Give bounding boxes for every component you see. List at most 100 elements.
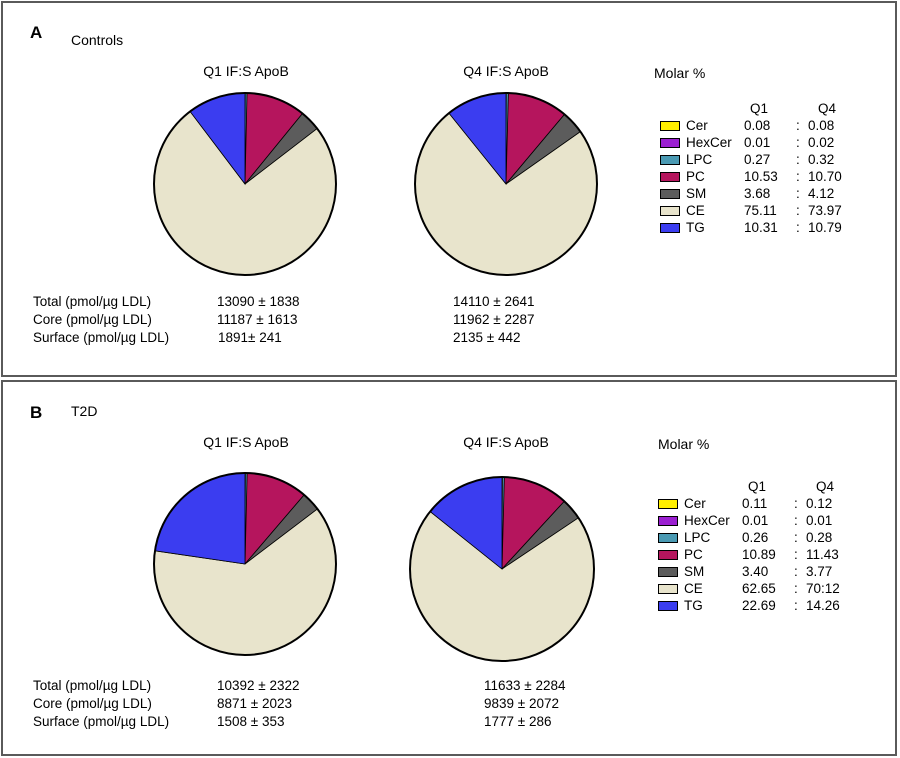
legend-separator: : [794, 547, 798, 562]
pie-chart-q1 [153, 472, 337, 656]
stat-q1-surface: 1891± 241 [218, 330, 282, 345]
legend-name: Cer [686, 118, 708, 133]
pie-outline [153, 472, 337, 656]
legend-value-q1: 0.27 [744, 152, 771, 167]
stat-q4-surface: 1777 ± 286 [484, 714, 552, 729]
stat-q4-surface: 2135 ± 442 [453, 330, 521, 345]
legend-value-q4: 0.08 [808, 118, 835, 133]
legend-separator: : [796, 220, 800, 235]
legend-value-q1: 3.40 [742, 564, 769, 579]
legend-value-q4: 10.79 [808, 220, 842, 235]
legend-value-q1: 10.53 [744, 169, 778, 184]
legend-item-sm: SM 3.68:4.12 [660, 186, 850, 203]
legend-item-tg: TG 10.31:10.79 [660, 220, 850, 237]
pie-title-q4: Q4 IF:S ApoB [463, 63, 549, 79]
stat-q4-total: 14110 ± 2641 [453, 294, 535, 309]
legend-name: TG [684, 598, 703, 613]
legend-swatch [660, 121, 680, 131]
legend-item-cer: Cer 0.11:0.12 [658, 496, 848, 513]
pie-title-q1: Q1 IF:S ApoB [203, 63, 289, 79]
legend-swatch [660, 206, 680, 216]
group-label: Controls [71, 32, 124, 48]
legend-separator: : [796, 118, 800, 133]
legend-name: SM [686, 186, 707, 201]
pie-outline [153, 92, 337, 276]
legend-value-q1: 0.11 [742, 496, 768, 511]
stat-label-surface: Surface (pmol/µg LDL) [33, 714, 170, 729]
legend-separator: : [796, 203, 800, 218]
legend-value-q1: 10.31 [744, 220, 778, 235]
stat-q4-total: 11633 ± 2284 [484, 678, 566, 693]
legend-name: Cer [684, 496, 706, 511]
legend-value-q4: 0.02 [808, 135, 835, 150]
legend-value-q1: 0.08 [744, 118, 771, 133]
legend-name: HexCer [686, 135, 732, 150]
molar-title: Molar % [654, 65, 706, 81]
legend-value-q1: 62.65 [742, 581, 776, 596]
pie-title-q4: Q4 IF:S ApoB [463, 434, 549, 450]
legend-separator: : [796, 169, 800, 184]
legend-value-q4: 3.77 [806, 564, 833, 579]
legend-item-cer: Cer 0.08:0.08 [660, 118, 850, 135]
stat-q1-core: 11187 ± 1613 [217, 312, 298, 327]
legend: Q1 Q4 Cer 0.11:0.12 HexCer 0.01:0.01 LPC 0.26… [658, 479, 848, 619]
stat-label-total: Total (pmol/µg LDL) [33, 294, 152, 309]
pie-outline [409, 476, 595, 662]
legend-value-q4: 0.01 [806, 513, 833, 528]
legend-value-q4: 0.12 [806, 496, 833, 511]
legend-item-ce: CE 62.65:70:12 [658, 581, 848, 598]
legend-value-q1: 10.89 [742, 547, 776, 562]
legend-name: PC [684, 547, 703, 562]
legend-value-q4: 10.70 [808, 169, 842, 184]
pie-chart-q4 [414, 92, 598, 276]
stat-q1-total: 10392 ± 2322 [217, 678, 300, 693]
legend-item-ce: CE 75.11:73.97 [660, 203, 850, 220]
legend-swatch [658, 550, 678, 560]
legend-swatch [660, 138, 680, 148]
stat-label-core: Core (pmol/µg LDL) [33, 696, 152, 711]
legend-swatch [658, 567, 678, 577]
panel-a: A Controls Q1 IF:S ApoB Q4 IF:S ApoB Mol… [1, 1, 897, 377]
legend-name: CE [686, 203, 705, 218]
legend-swatch [660, 223, 680, 233]
legend-value-q1: 0.01 [742, 513, 769, 528]
legend-separator: : [794, 530, 798, 545]
legend-item-hexcer: HexCer 0.01:0.02 [660, 135, 850, 152]
panel-letter: B [30, 403, 43, 422]
legend-value-q1: 0.01 [744, 135, 771, 150]
stat-q1-core: 8871 ± 2023 [217, 696, 292, 711]
legend-separator: : [794, 513, 798, 528]
legend-item-lpc: LPC 0.26:0.28 [658, 530, 848, 547]
legend-name: CE [684, 581, 703, 596]
legend-value-q1: 22.69 [742, 598, 776, 613]
stat-label-core: Core (pmol/µg LDL) [33, 312, 152, 327]
legend-separator: : [794, 564, 798, 579]
legend-value-q1: 75.11 [744, 203, 777, 218]
pie-chart-q1 [153, 92, 337, 276]
legend-name: PC [686, 169, 705, 184]
legend-name: HexCer [684, 513, 730, 528]
legend-item-hexcer: HexCer 0.01:0.01 [658, 513, 848, 530]
molar-title: Molar % [658, 436, 710, 452]
legend-item-tg: TG 22.69:14.26 [658, 598, 848, 615]
legend-value-q1: 0.26 [742, 530, 769, 545]
legend-separator: : [796, 135, 800, 150]
stat-label-total: Total (pmol/µg LDL) [33, 678, 152, 693]
legend-swatch [660, 189, 680, 199]
legend-name: TG [686, 220, 705, 235]
stat-label-surface: Surface (pmol/µg LDL) [33, 330, 170, 345]
pie-chart-q4 [409, 476, 595, 662]
stat-q4-core: 9839 ± 2072 [484, 696, 559, 711]
legend-value-q4: 0.32 [808, 152, 835, 167]
group-label: T2D [71, 403, 98, 419]
legend-item-lpc: LPC 0.27:0.32 [660, 152, 850, 169]
panel-letter: A [30, 23, 43, 42]
legend-item-pc: PC 10.89:11.43 [658, 547, 848, 564]
stat-q1-surface: 1508 ± 353 [217, 714, 285, 729]
stat-q4-core: 11962 ± 2287 [453, 312, 535, 327]
stat-q1-total: 13090 ± 1838 [217, 294, 300, 309]
legend-swatch [658, 499, 678, 509]
legend-item-pc: PC 10.53:10.70 [660, 169, 850, 186]
legend: Q1 Q4 Cer 0.08:0.08 HexCer 0.01:0.02 LPC 0.27… [660, 101, 850, 241]
legend-swatch [658, 533, 678, 543]
